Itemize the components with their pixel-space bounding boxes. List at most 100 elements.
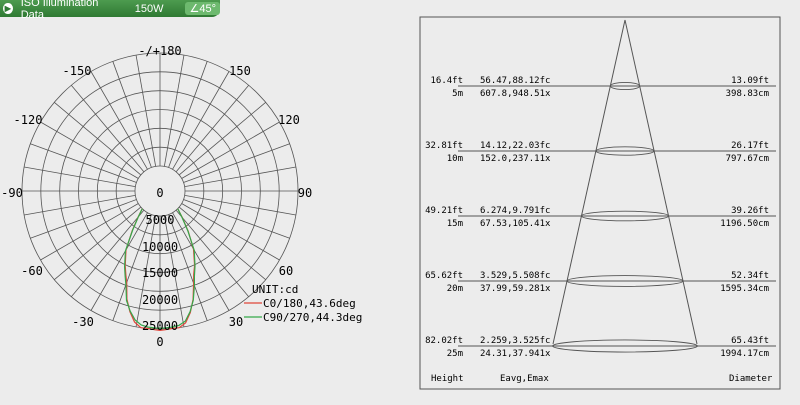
row-eavg-emax-lx: 24.31,37.941x xyxy=(480,349,551,359)
polar-spoke xyxy=(40,121,139,179)
polar-spoke xyxy=(24,166,136,188)
polar-spoke xyxy=(135,215,157,327)
cone-right-edge xyxy=(624,19,698,345)
cone-left-edge xyxy=(552,19,626,345)
polar-spoke xyxy=(70,209,145,297)
polar-spoke xyxy=(90,212,148,311)
radial-label-0: 0 xyxy=(156,186,163,200)
radial-label-20000: 20000 xyxy=(142,293,178,307)
radial-label-10000: 10000 xyxy=(142,240,178,254)
header-title: ISO Illumination Data xyxy=(20,0,99,21)
polar-spoke xyxy=(40,203,139,261)
angle-label-90: 90 xyxy=(298,186,312,200)
row-diameter-ft: 39.26ft xyxy=(731,206,769,216)
row-eavg-emax-fc: 14.12,22.03fc xyxy=(480,141,550,151)
row-height-m: 5m xyxy=(452,89,463,99)
angle-label-150: 150 xyxy=(229,64,251,78)
polar-spoke xyxy=(178,206,266,281)
row-eavg-emax-lx: 152.0,237.11x xyxy=(480,154,551,164)
polar-spoke xyxy=(168,61,208,168)
row-height-m: 20m xyxy=(447,284,463,294)
polar-spoke xyxy=(168,214,208,321)
radial-label-25000: 25000 xyxy=(142,319,178,333)
polar-grid xyxy=(21,52,299,330)
polar-spoke xyxy=(163,55,185,167)
polar-spoke xyxy=(30,199,137,239)
angle-label-n30: -30 xyxy=(72,315,94,329)
polar-spoke xyxy=(70,85,145,173)
angle-label-180: -/+180 xyxy=(138,44,181,58)
row-eavg-emax-fc: 6.274,9.791fc xyxy=(480,206,550,216)
polar-spoke xyxy=(135,55,157,167)
polar-spoke xyxy=(54,206,142,281)
beam-angle-badge: ∠45° xyxy=(185,2,220,15)
cone-level-ellipse xyxy=(580,210,670,222)
row-height-m: 15m xyxy=(447,219,463,229)
cone-level-ellipse xyxy=(552,339,698,353)
row-diameter-ft: 26.17ft xyxy=(731,141,769,151)
cone-rows: 16.4ft 5m 56.47,88.12fc 607.8,948.51x 13.09f… xyxy=(425,76,776,359)
radial-label-5000: 5000 xyxy=(146,213,175,227)
wattage-label: 150W xyxy=(134,2,164,15)
row-diameter-ft: 52.34ft xyxy=(731,271,769,281)
row-height-ft: 16.4ft xyxy=(430,76,463,86)
polar-spoke xyxy=(54,101,142,176)
row-diameter-cm: 1595.34cm xyxy=(720,284,769,294)
polar-spoke xyxy=(163,215,185,327)
row-diameter-cm: 797.67cm xyxy=(726,154,769,164)
column-header-eavg: Eavg,Emax xyxy=(500,374,549,384)
angle-label-60: 60 xyxy=(279,264,293,278)
polar-spoke xyxy=(175,209,250,297)
angle-label-n60: -60 xyxy=(21,264,43,278)
row-height-m: 10m xyxy=(447,154,463,164)
polar-spoke xyxy=(172,212,230,311)
polar-spoke xyxy=(30,143,137,183)
row-diameter-cm: 1196.50cm xyxy=(720,219,769,229)
row-diameter-cm: 1994.17cm xyxy=(720,349,769,359)
row-diameter-cm: 398.83cm xyxy=(726,89,769,99)
angle-label-n120: -120 xyxy=(14,113,43,127)
polar-spoke xyxy=(24,194,136,216)
play-icon[interactable]: ▶ xyxy=(3,3,13,14)
row-height-ft: 82.02ft xyxy=(425,336,463,346)
row-eavg-emax-lx: 607.8,948.51x xyxy=(480,89,551,99)
row-height-m: 25m xyxy=(447,349,463,359)
polar-series-group xyxy=(123,208,196,332)
unit-label: UNIT:cd xyxy=(252,283,298,296)
series-c90-270-line xyxy=(123,208,196,329)
polar-spoke xyxy=(181,121,280,179)
row-height-ft: 49.21ft xyxy=(425,206,463,216)
cone-shape xyxy=(552,19,698,345)
row-eavg-emax-fc: 3.529,5.508fc xyxy=(480,271,550,281)
legend-c0-label: C0/180,43.6deg xyxy=(263,297,356,310)
polar-spoke xyxy=(183,199,290,239)
cone-panel-frame xyxy=(419,16,781,390)
angle-label-0: 0 xyxy=(156,335,163,349)
polar-spoke xyxy=(184,194,296,216)
polar-spoke xyxy=(112,214,152,321)
radial-label-15000: 15000 xyxy=(142,266,178,280)
polar-spoke xyxy=(90,71,148,170)
row-eavg-emax-lx: 37.99,59.281x xyxy=(480,284,551,294)
beam-angle-value: 45° xyxy=(199,3,216,15)
polar-spoke xyxy=(184,166,296,188)
polar-spoke xyxy=(181,203,280,261)
header-bar: ▶ ISO Illumination Data 150W ∠45° xyxy=(0,0,220,21)
cone-level-ellipse xyxy=(566,275,684,287)
row-eavg-emax-lx: 67.53,105.41x xyxy=(480,219,551,229)
row-eavg-emax-fc: 2.259,3.525fc xyxy=(480,336,550,346)
polar-spoke xyxy=(178,101,266,176)
polar-labels: -/+180 -150 150 -120 120 -90 90 -60 60 -… xyxy=(1,44,362,349)
angle-label-120: 120 xyxy=(278,113,300,127)
legend-c90-label: C90/270,44.3deg xyxy=(263,311,362,324)
cone-level-ellipse xyxy=(609,81,641,91)
polar-spoke xyxy=(183,143,290,183)
row-eavg-emax-fc: 56.47,88.12fc xyxy=(480,76,550,86)
row-diameter-ft: 65.43ft xyxy=(731,336,769,346)
column-header-height: Height xyxy=(431,374,464,384)
polar-spoke xyxy=(172,71,230,170)
angle-label-n90: -90 xyxy=(1,186,23,200)
row-height-ft: 65.62ft xyxy=(425,271,463,281)
